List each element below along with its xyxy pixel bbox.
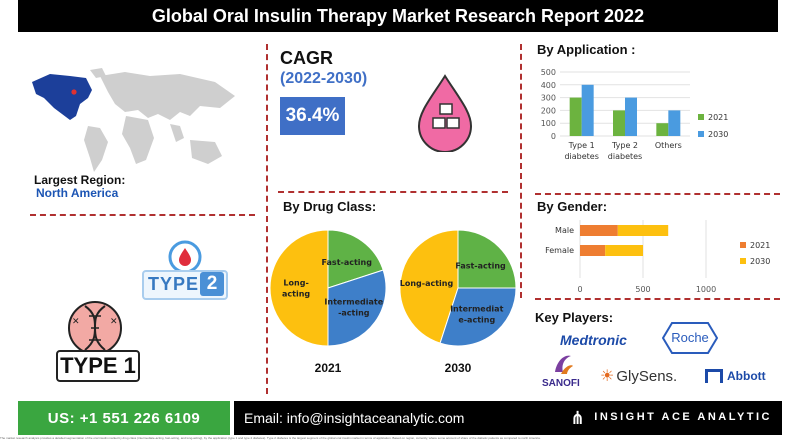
bar-2021 xyxy=(613,110,625,136)
type1-icon: ✕ ✕ TYPE 1 xyxy=(54,298,144,384)
legend-label: 2030 xyxy=(750,257,770,266)
largest-region-value: North America xyxy=(36,186,119,200)
bar-2021 xyxy=(656,123,669,136)
pie-title: 2030 xyxy=(445,361,472,375)
divider-left-h xyxy=(30,214,255,216)
gender-heading: By Gender: xyxy=(537,199,608,214)
x-tick-label: Type 1 xyxy=(568,141,595,150)
drug-class-charts: Long-actingFast-actingIntermediate-actin… xyxy=(269,229,517,375)
email-text[interactable]: Email: info@insightaceanalytic.com xyxy=(244,410,465,426)
x-tick-label: Others xyxy=(655,141,682,150)
svg-text:✕: ✕ xyxy=(110,317,118,327)
y-tick-label: Male xyxy=(555,226,574,235)
bar-2021 xyxy=(580,245,606,256)
y-tick-label: Female xyxy=(545,246,574,255)
type2-icon: TYPE 2 xyxy=(142,240,228,304)
divider-right xyxy=(520,44,522,298)
footnote: The market research analysis provides a … xyxy=(0,436,541,440)
pie-label: -acting xyxy=(338,308,370,317)
legend-swatch xyxy=(698,131,704,137)
divider-right-h2 xyxy=(535,298,780,300)
bar-2030 xyxy=(581,84,594,136)
y-tick-label: 0 xyxy=(551,132,556,141)
pie-label: Long-acting xyxy=(400,279,454,288)
pie-label: Intermediat xyxy=(450,304,503,313)
bar-2030 xyxy=(668,110,681,136)
pie-title: 2021 xyxy=(315,361,342,375)
pie-slice xyxy=(439,287,517,347)
application-heading: By Application : xyxy=(537,42,636,57)
largest-region-label: Largest Region: xyxy=(34,173,126,187)
pie-slice xyxy=(327,229,384,289)
contact-bar: Email: info@insightaceanalytic.com ⋔ INS… xyxy=(234,401,782,435)
x-tick-label: 0 xyxy=(577,285,582,294)
key-players-heading: Key Players: xyxy=(535,310,614,325)
logo-glysens: ☀ GlySens. xyxy=(600,367,678,386)
type2-digit: 2 xyxy=(200,272,224,296)
legend-label: 2030 xyxy=(708,130,728,139)
legend-label: 2021 xyxy=(750,241,770,250)
cagr-label: CAGR xyxy=(280,48,333,68)
drug-class-heading: By Drug Class: xyxy=(283,199,377,214)
y-tick-label: 200 xyxy=(541,106,556,115)
brand-logo-icon: ⋔ xyxy=(570,408,586,428)
pie-slice xyxy=(327,269,387,347)
world-map-icon xyxy=(32,68,235,172)
type1-text: TYPE 1 xyxy=(56,350,140,382)
logo-medtronic: Medtronic xyxy=(560,332,627,348)
report-title: Global Oral Insulin Therapy Market Resea… xyxy=(18,0,778,32)
y-tick-label: 400 xyxy=(541,81,556,90)
brand-name: INSIGHT ACE ANALYTIC xyxy=(594,411,772,423)
type2-text: TYPE xyxy=(148,274,200,294)
divider-left xyxy=(266,44,268,394)
x-tick-label: 500 xyxy=(635,285,650,294)
x-tick-label: 1000 xyxy=(696,285,716,294)
bar-2021 xyxy=(569,97,582,136)
legend-label: 2021 xyxy=(708,113,728,122)
cagr-period: (2022-2030) xyxy=(280,70,368,87)
application-chart: 0 100 200 300 400 500 Type 1 diabetes Type 2 diab… xyxy=(541,68,729,161)
divider-right-h1 xyxy=(535,193,780,195)
abbott-a-icon xyxy=(705,369,723,383)
pie-label: acting xyxy=(282,290,310,299)
drop-icon xyxy=(168,240,202,274)
bar-2021 xyxy=(580,225,618,236)
gender-chart: 0 500 1000 Male Female 2021 2030 xyxy=(545,220,770,294)
phone-bar[interactable]: US: +1 551 226 6109 xyxy=(18,401,230,435)
pie-slice xyxy=(457,229,517,289)
x-tick-label: diabetes xyxy=(564,152,598,161)
pie-label: Fast-acting xyxy=(322,258,373,267)
legend-swatch xyxy=(740,242,746,248)
pie-slice xyxy=(269,229,329,347)
pie-label: e-acting xyxy=(458,315,495,324)
y-tick-label: 300 xyxy=(541,94,556,103)
bar-2030 xyxy=(625,97,637,136)
pie-label: Intermediate xyxy=(324,297,383,306)
pie-label: Long- xyxy=(283,279,308,288)
sanofi-bird-icon xyxy=(555,355,573,374)
pie-slice xyxy=(399,229,459,344)
insulin-drop-icon xyxy=(417,74,473,152)
y-tick-label: 100 xyxy=(541,119,556,128)
pie-label: Fast-acting xyxy=(455,261,506,270)
x-tick-label: Type 2 xyxy=(611,141,638,150)
cagr-value: 36.4% xyxy=(280,97,345,135)
x-tick-label: diabetes xyxy=(608,152,642,161)
svg-text:✕: ✕ xyxy=(72,317,80,327)
divider-mid-h xyxy=(278,191,508,193)
y-tick-label: 500 xyxy=(541,68,556,77)
logo-roche: Roche xyxy=(662,322,718,354)
sun-icon: ☀ xyxy=(600,368,615,385)
legend-swatch xyxy=(740,258,746,264)
logo-sanofi: SANOFI xyxy=(542,352,584,392)
bar-2030 xyxy=(605,245,643,256)
bar-2030 xyxy=(617,225,669,236)
legend-swatch xyxy=(698,114,704,120)
logo-abbott: Abbott xyxy=(705,369,766,383)
